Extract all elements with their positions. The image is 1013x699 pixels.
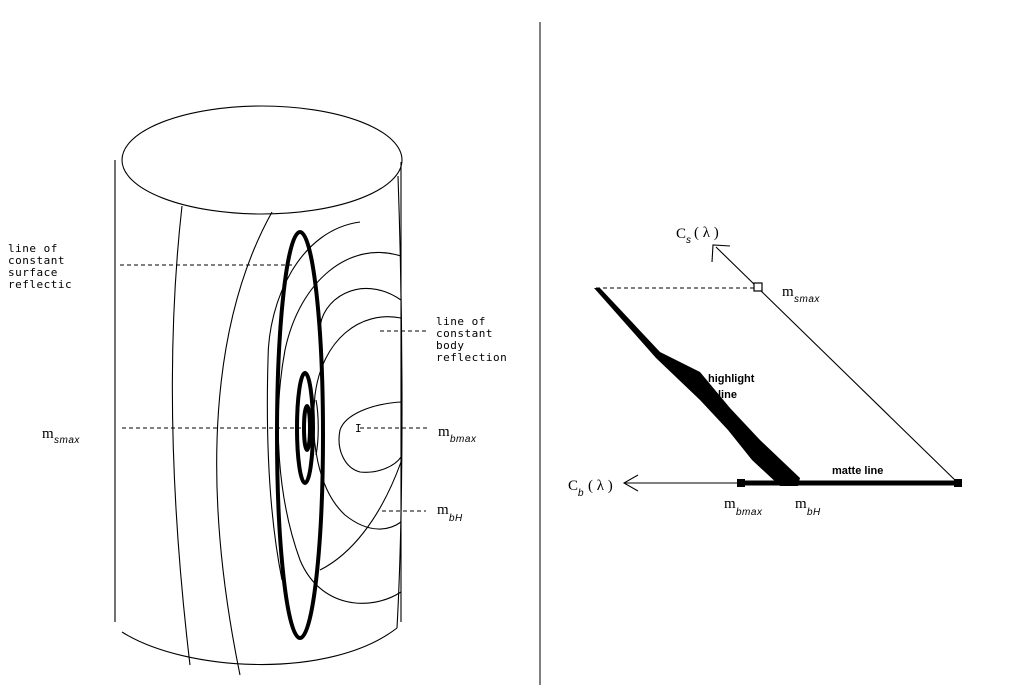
- highlight-line: [594, 288, 800, 486]
- longitude-line: [396, 175, 403, 629]
- matte-line-end: [954, 479, 962, 487]
- svg-text:C: C: [676, 226, 686, 242]
- color-space-diagram: C s ( λ ) C b ( λ ) m smax m bmax m bH h…: [568, 225, 962, 518]
- cs-arrowhead: [711, 244, 731, 263]
- svg-text:smax: smax: [54, 435, 80, 446]
- surface-reflection-label: line of constant surface reflectic: [8, 242, 72, 291]
- body-max-tick: I: [355, 422, 362, 435]
- svg-text:m: m: [438, 424, 450, 440]
- svg-text:m: m: [782, 284, 794, 300]
- body-contour: [319, 288, 402, 331]
- left-m-bh-label: m bH: [437, 502, 463, 524]
- surface-highlight-ring: [295, 399, 319, 456]
- body-contour: [319, 461, 402, 571]
- svg-text:bmax: bmax: [450, 434, 477, 445]
- surface-highlight-outer: [275, 230, 325, 640]
- svg-text:bmax: bmax: [736, 507, 763, 518]
- svg-text:bH: bH: [449, 513, 463, 524]
- cylinder-bottom-arc: [121, 627, 398, 666]
- svg-text:m: m: [42, 426, 54, 442]
- body-reflection-label: line of constant body reflection: [436, 315, 507, 364]
- svg-text:( λ ): ( λ ): [588, 478, 613, 494]
- cb-label: C b ( λ ): [568, 478, 613, 499]
- svg-text:m: m: [795, 496, 807, 512]
- right-m-bh-label: m bH: [795, 496, 821, 518]
- svg-text:bH: bH: [807, 507, 821, 518]
- cs-label: C s ( λ ): [676, 225, 719, 246]
- left-m-bmax-label: m bmax: [438, 424, 477, 445]
- cylinder-top-ellipse: [121, 105, 403, 215]
- svg-text:s: s: [686, 235, 692, 246]
- svg-text:C: C: [568, 478, 578, 494]
- right-m-smax-label: m smax: [782, 284, 820, 305]
- m-smax-marker: [753, 282, 763, 292]
- body-contour: [338, 401, 402, 473]
- surface-highlight-inner: [302, 404, 312, 452]
- svg-text:m: m: [437, 502, 449, 518]
- cylinder-diagram: I line of constant surface reflectic lin…: [8, 105, 507, 676]
- matte-line-start: [737, 479, 745, 487]
- svg-text:smax: smax: [794, 294, 820, 305]
- svg-text:m: m: [724, 496, 736, 512]
- longitude-line: [216, 211, 273, 676]
- longitude-line: [171, 205, 191, 666]
- svg-text:b: b: [578, 488, 584, 499]
- matte-line-label: matte line: [832, 465, 883, 477]
- svg-text:( λ ): ( λ ): [694, 225, 719, 241]
- cb-arrowhead: [622, 474, 639, 492]
- body-contour: [266, 221, 361, 581]
- highlight-line-label: highlight line: [708, 373, 758, 401]
- right-m-bmax-label: m bmax: [724, 496, 763, 518]
- left-m-smax-label: m smax: [42, 426, 80, 446]
